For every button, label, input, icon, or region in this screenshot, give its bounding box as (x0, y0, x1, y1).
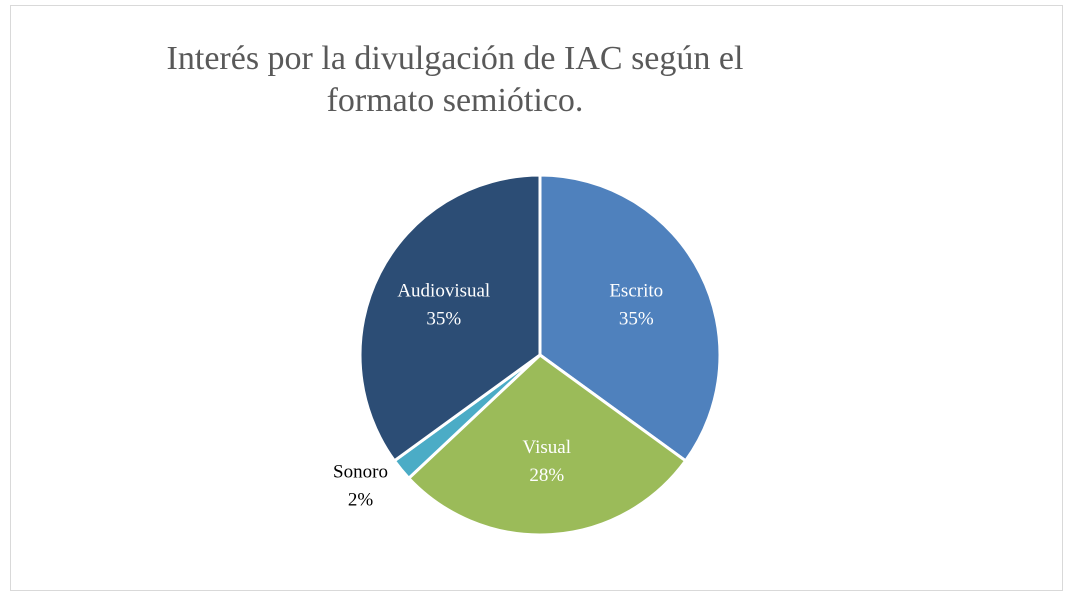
slice-category: Sonoro (333, 461, 388, 482)
pie-slice (538, 173, 722, 463)
slice-category: Audiovisual (397, 280, 490, 301)
slice-value: 35% (619, 308, 654, 329)
pie-slice (406, 353, 688, 537)
slice-value: 35% (426, 308, 461, 329)
slice-category: Visual (523, 437, 571, 458)
slice-value: 2% (348, 489, 374, 510)
chart-title: Interés por la divulgación de IAC según … (166, 40, 744, 119)
slice-value: 28% (529, 465, 564, 486)
chart-border (10, 5, 1063, 591)
slice-category: Escrito (609, 280, 663, 301)
pie-slice (358, 173, 542, 463)
